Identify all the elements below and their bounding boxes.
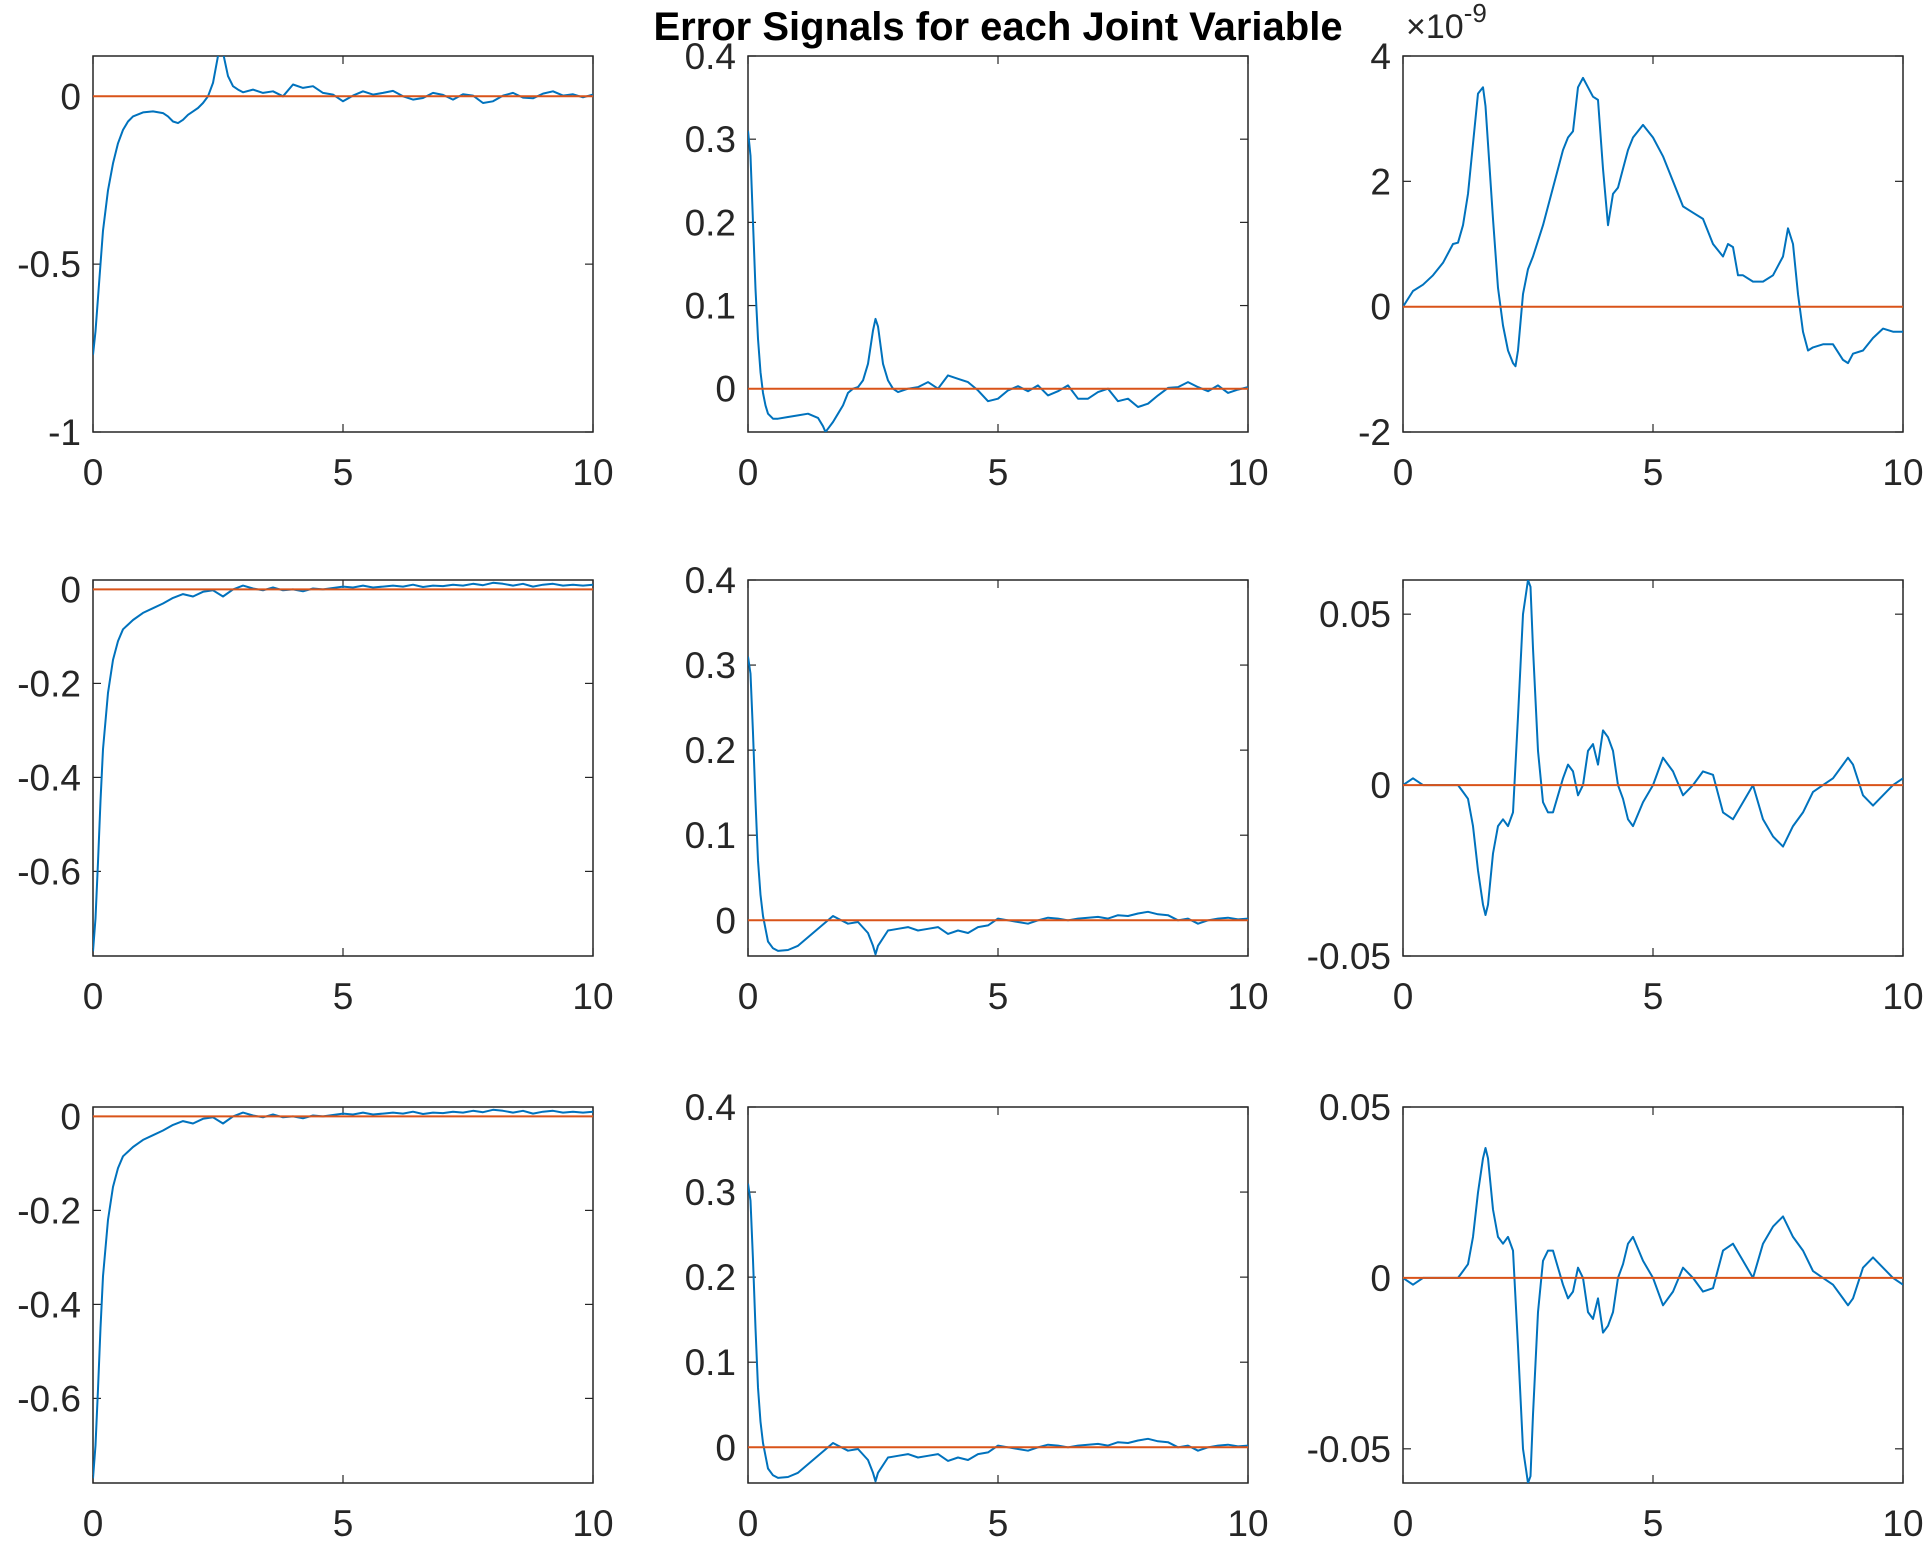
x-tick-label: 5 [333,452,354,493]
y-tick-label: -0.2 [17,663,81,704]
y-tick-label: -0.4 [17,1284,81,1325]
x-tick-label: 10 [1882,452,1923,493]
x-tick-label: 0 [1393,976,1414,1017]
x-tick-label: 5 [1643,976,1664,1017]
axes-box [1402,55,1904,433]
x-tick-label: 0 [1393,452,1414,493]
x-tick-label: 0 [738,976,759,1017]
subplot-r3c2: 0 5 10 0 0.1 0.2 0.3 0.4 [685,1087,1269,1542]
axes-box [1402,579,1904,957]
y-tick-label: -0.5 [17,244,81,285]
y-tick-label: 0.2 [685,202,736,243]
x-tick-label: 5 [1643,1503,1664,1542]
x-tick-label: 5 [988,976,1009,1017]
axes-box [747,579,1249,957]
y-tick-label: 0.3 [685,1172,736,1213]
axes-box [92,579,594,957]
error-signal-line [1403,76,1903,368]
error-signal-line [93,56,593,355]
y-tick-label: 0 [715,1427,736,1468]
error-signal-line [1403,580,1903,916]
x-tick-label: 10 [1882,1503,1923,1542]
y-tick-label: 0.05 [1319,1087,1391,1128]
x-tick-label: 0 [1393,1503,1414,1542]
x-tick-label: 10 [572,976,613,1017]
x-tick-label: 5 [333,1503,354,1542]
y-tick-label: -0.2 [17,1190,81,1231]
axis-exponent-label: ×10-9 [1406,0,1487,46]
y-tick-label: 0.3 [685,119,736,160]
axes-box [1402,1106,1904,1484]
y-tick-label: 0 [715,900,736,941]
axes-box [747,1106,1249,1484]
y-tick-label: 0.2 [685,730,736,771]
x-tick-label: 0 [83,452,104,493]
y-tick-label: -0.05 [1307,1429,1391,1470]
y-tick-label: 0.1 [685,286,736,327]
y-tick-label: -0.6 [17,851,81,892]
y-tick-label: 0.4 [685,1087,736,1128]
y-tick-label: 0 [60,1096,81,1137]
y-tick-label: 0 [1370,1258,1391,1299]
y-tick-label: 2 [1370,161,1391,202]
y-tick-label: -2 [1358,412,1391,453]
subplot-r2c2: 0 5 10 0 0.1 0.2 0.3 0.4 [685,560,1269,1017]
x-tick-label: 10 [572,452,613,493]
y-tick-label: 0 [715,369,736,410]
x-tick-label: 10 [572,1503,613,1542]
y-tick-label: 0.4 [685,560,736,601]
exponent-base: ×10 [1406,8,1464,46]
y-tick-label: -1 [48,412,81,453]
y-tick-label: 0 [1370,287,1391,328]
y-tick-label: 0 [60,569,81,610]
x-tick-label: 10 [1227,452,1268,493]
x-tick-label: 5 [1643,452,1664,493]
y-tick-label: 0.1 [685,815,736,856]
x-tick-label: 0 [738,1503,759,1542]
subplot-r1c1: 0 5 10 -1 -0.5 0 [17,55,614,493]
y-tick-label: -0.4 [17,757,81,798]
y-tick-label: 0.1 [685,1342,736,1383]
y-tick-label: -0.05 [1307,936,1391,977]
x-tick-label: 0 [83,1503,104,1542]
y-tick-label: 0.05 [1319,594,1391,635]
y-tick-label: 0 [1370,765,1391,806]
axes-box [747,55,1249,433]
y-tick-label: 4 [1370,36,1391,77]
x-tick-label: 10 [1882,976,1923,1017]
y-tick-label: -0.6 [17,1378,81,1419]
x-tick-label: 0 [83,976,104,1017]
exponent-power: -9 [1464,0,1487,28]
y-tick-label: 0.3 [685,645,736,686]
x-tick-label: 5 [988,452,1009,493]
subplot-r1c2: 0 5 10 0 0.1 0.2 0.3 0.4 [685,36,1269,493]
x-tick-label: 0 [738,452,759,493]
axes-box [92,55,594,433]
x-tick-label: 5 [333,976,354,1017]
subplot-r2c1: 0 5 10 -0.6 -0.4 -0.2 0 [17,569,613,1017]
y-tick-label: 0.4 [685,36,736,77]
x-tick-label: 10 [1227,1503,1268,1542]
x-tick-label: 10 [1227,976,1268,1017]
y-tick-label: 0.2 [685,1257,736,1298]
error-signal-line [1403,1147,1903,1483]
subplot-r3c1: 0 5 10 -0.6 -0.4 -0.2 0 [17,1096,613,1542]
figure-title: Error Signals for each Joint Variable [653,5,1342,49]
error-signal-line [748,656,1248,956]
error-signal-line [748,1183,1248,1483]
axes-box [92,1106,594,1484]
x-tick-label: 5 [988,1503,1009,1542]
y-tick-label: 0 [60,76,81,117]
